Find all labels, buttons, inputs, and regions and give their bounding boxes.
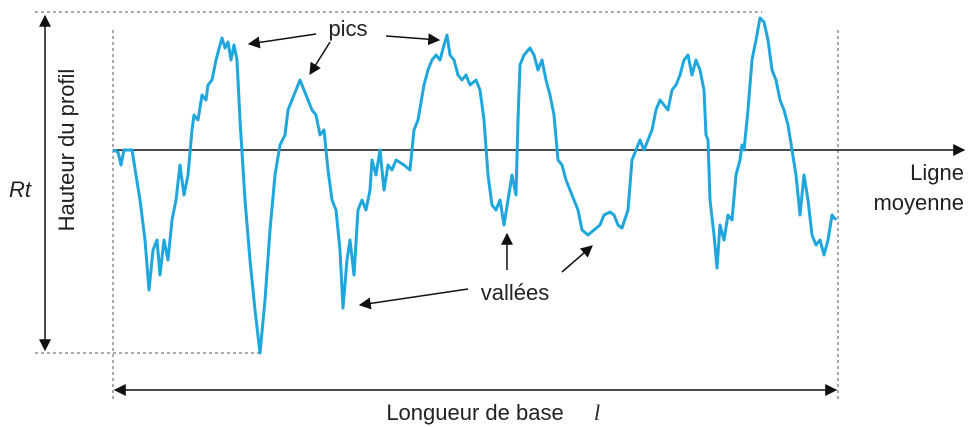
peak-arrow xyxy=(309,41,331,76)
profile xyxy=(112,16,838,355)
vertical-axis-label: Hauteur du profil xyxy=(54,69,79,232)
peak-arrow xyxy=(385,33,441,46)
valleys-label: vallées xyxy=(481,280,549,305)
base-length-symbol: l xyxy=(594,400,600,425)
valley-arrow xyxy=(358,288,469,310)
valley-arrow xyxy=(561,245,593,273)
rt-label: Rt xyxy=(9,177,32,202)
peaks-label: pics xyxy=(328,16,367,41)
peak-arrow xyxy=(247,33,317,49)
mean-line-label: moyenne xyxy=(873,190,964,215)
mean-line-label: Ligne xyxy=(910,160,964,185)
base-length-label: Longueur de base xyxy=(386,400,563,425)
